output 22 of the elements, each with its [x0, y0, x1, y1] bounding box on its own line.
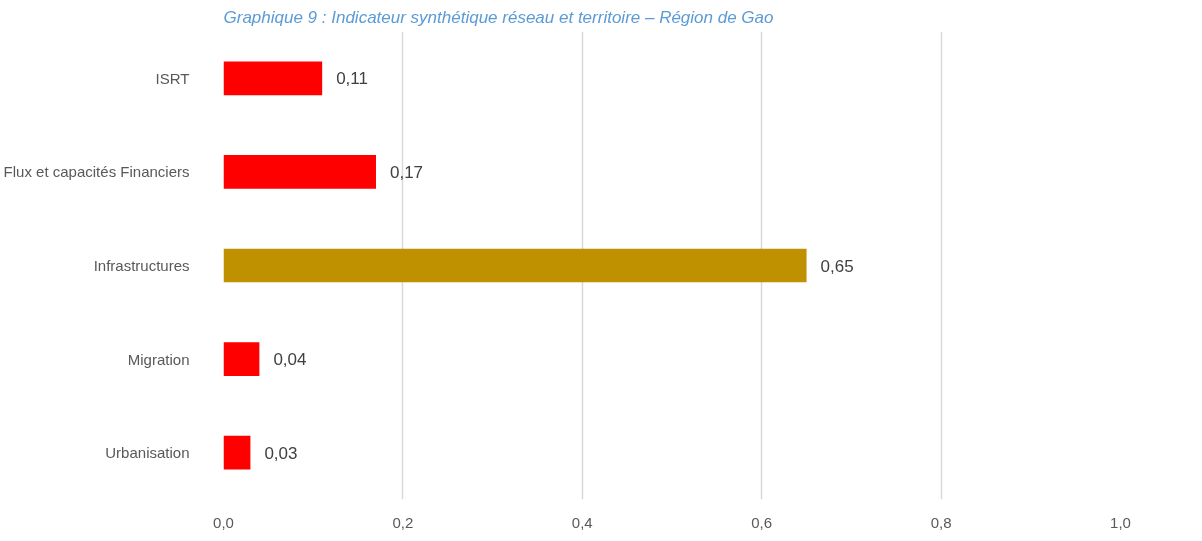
- bar: [223, 155, 376, 189]
- x-tick-label: 0,0: [213, 513, 234, 531]
- y-tick-label: ISRT: [155, 69, 190, 87]
- bar: [223, 248, 807, 283]
- bar: [223, 61, 323, 96]
- data-label: 0,17: [389, 162, 424, 182]
- x-tick-label: 0,2: [392, 513, 414, 531]
- y-tick-label: Migration: [127, 350, 190, 368]
- y-tick-label: Flux et capacités Financiers: [3, 163, 190, 181]
- data-label: 0,11: [336, 69, 368, 89]
- chart-title: Graphique 9 : Indicateur synthétique réseau et territoire – Région de Gao: [223, 7, 774, 27]
- x-tick-label: 0,8: [930, 513, 952, 531]
- x-tick-label: 1,0: [1110, 513, 1131, 531]
- y-tick-label: Infrastructures: [93, 257, 190, 274]
- data-label: 0,04: [273, 350, 307, 370]
- x-tick-label: 0,6: [751, 513, 773, 531]
- bar: [223, 435, 251, 470]
- y-tick-label: Urbanisation: [105, 444, 190, 462]
- x-tick-label: 0,4: [571, 513, 593, 531]
- data-label: 0,03: [264, 443, 298, 463]
- data-label: 0,65: [820, 256, 854, 276]
- bar: [223, 342, 260, 376]
